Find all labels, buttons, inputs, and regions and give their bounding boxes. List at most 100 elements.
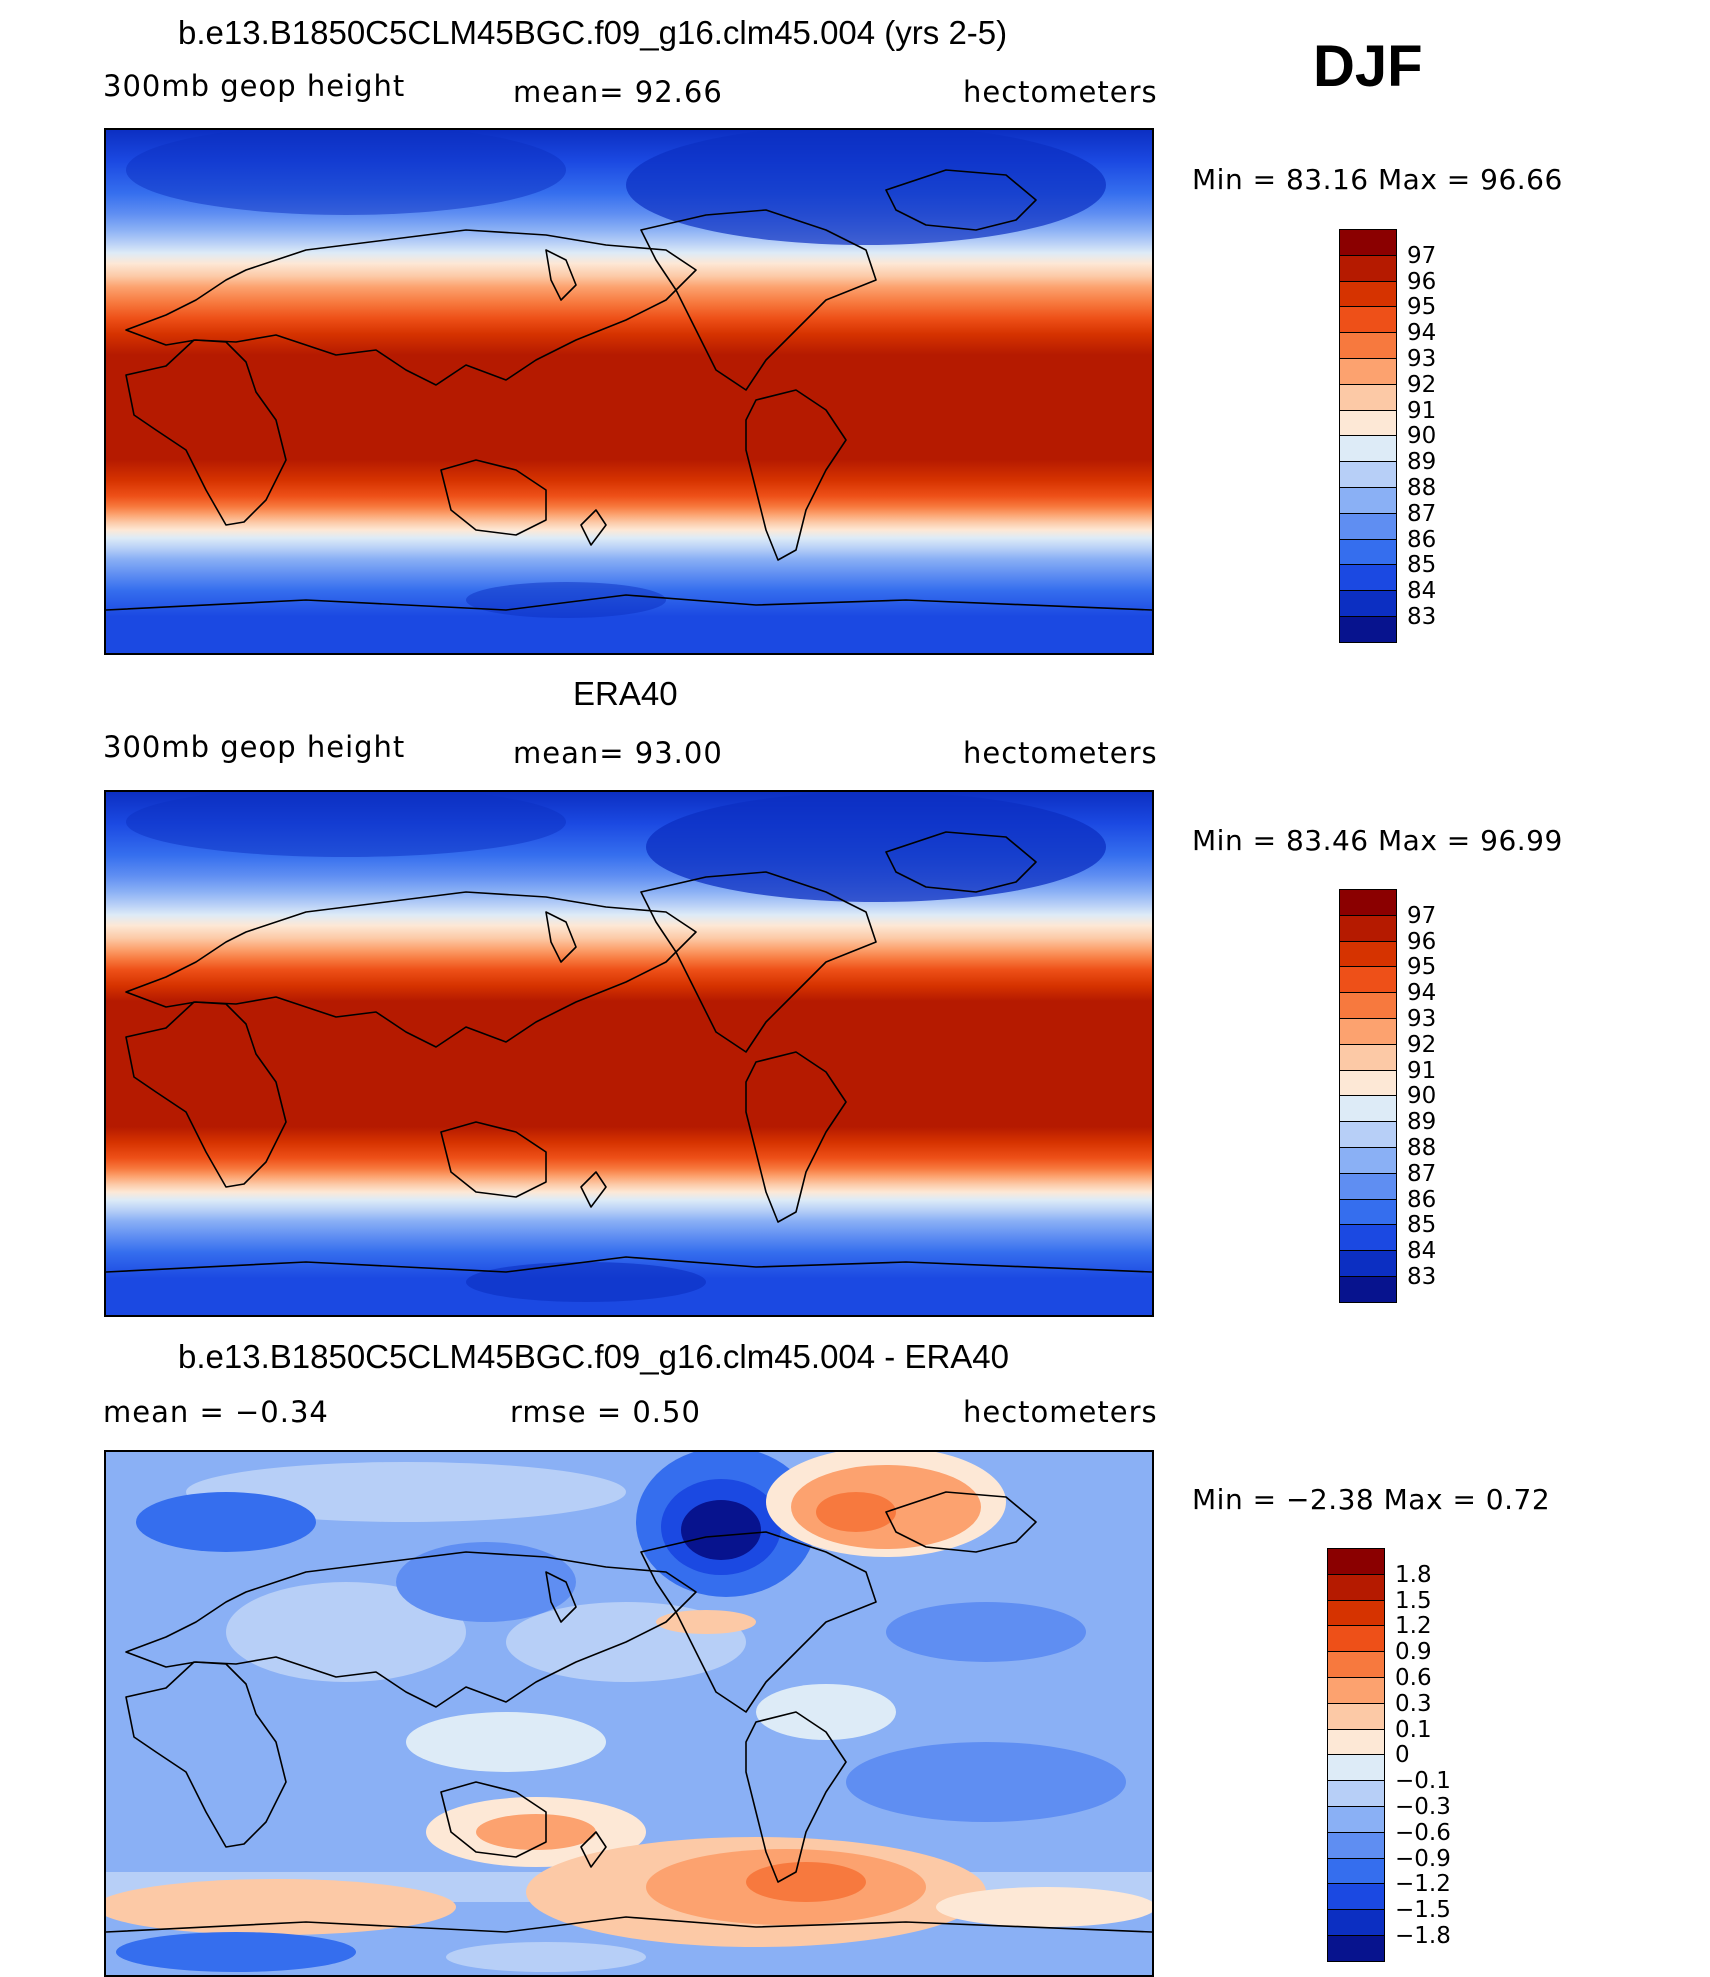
colorbar-swatch [1339,1276,1397,1303]
colorbar-tick-label: 93 [1407,346,1437,372]
colorbar-swatch [1339,1018,1397,1045]
colorbar-tick-label: 0.6 [1395,1665,1432,1691]
colorbar-tick-label: −0.1 [1395,1768,1451,1795]
colorbar-tick-label: 0.1 [1395,1716,1432,1743]
panel-2-map [104,790,1154,1317]
colorbar-tick-label: 89 [1407,449,1437,476]
colorbar-swatch [1327,1702,1385,1730]
colorbar-tick-label: −0.9 [1395,1845,1451,1872]
colorbar-swatch [1339,487,1397,514]
colorbar-swatch [1327,1728,1385,1756]
colorbar-swatch [1327,1883,1385,1911]
colorbar-swatch [1339,306,1397,334]
panel-3-rmse-label: rmse = 0.50 [510,1395,701,1429]
colorbar-swatch [1339,1095,1397,1123]
colorbar-tick-label: 85 [1407,552,1437,579]
colorbar-tick-label: 93 [1407,1006,1437,1032]
colorbar-tick-label: 83 [1407,604,1437,630]
colorbar-tick-label: −0.6 [1395,1819,1451,1846]
colorbar-swatch [1327,1909,1385,1936]
colorbar-swatch [1339,940,1397,968]
colorbar-swatch [1327,1651,1385,1678]
colorbar-tick-label: 91 [1407,1057,1437,1084]
colorbar-tick-label: 89 [1407,1109,1437,1136]
colorbar-swatch [1339,564,1397,592]
colorbar-tick-label: 90 [1407,1083,1437,1110]
colorbar-swatch [1339,254,1397,282]
colorbar-tick-label: 92 [1407,1031,1437,1058]
colorbar-swatch [1327,1857,1385,1885]
panel-1-title: b.e13.B1850C5CLM45BGC.f09_g16.clm45.004 … [178,14,1008,51]
colorbar-swatch [1327,1780,1385,1807]
colorbar-tick-label: 1.2 [1395,1613,1432,1640]
colorbar-swatch [1339,461,1397,488]
colorbar-swatch [1339,1043,1397,1071]
colorbar-swatch [1339,1172,1397,1200]
panel-1-units-label: hectometers [963,75,1158,109]
panel-1-colorbar: 97 96 95 94 93 92 91 90 89 88 87 86 85 84 83 [1339,229,1436,643]
colorbar-tick-label: −1.8 [1395,1923,1451,1949]
colorbar-tick-label: 86 [1407,1186,1437,1213]
panel-1-contour-field [106,130,1152,653]
panel-2-title: ERA40 [573,675,678,712]
colorbar-tick-label: 83 [1407,1264,1437,1290]
panel-3-colorbar: 1.8 1.5 1.2 0.9 0.6 0.3 0.1 0 −0.1 −0.3 −0.6 −0.9 −1… [1327,1548,1451,1962]
panel-1-map [104,128,1154,655]
colorbar-tick-label: 84 [1407,1238,1437,1265]
colorbar-tick-label: 85 [1407,1212,1437,1239]
colorbar-swatch [1339,332,1397,359]
colorbar-swatch [1339,1198,1397,1226]
panel-1-mean-label: mean= 92.66 [513,75,723,109]
colorbar-swatch [1327,1625,1385,1653]
colorbar-tick-label: −1.5 [1395,1897,1451,1924]
panel-2-colorbar: 97 96 95 94 93 92 91 90 89 88 87 86 85 84 83 [1339,889,1436,1303]
colorbar-tick-label: 97 [1407,902,1437,929]
colorbar-swatch [1327,1831,1385,1859]
colorbar-swatch [1339,616,1397,643]
colorbar-swatch [1327,1573,1385,1601]
colorbar-tick-label: 84 [1407,578,1437,605]
colorbar-swatch [1339,1224,1397,1252]
colorbar-swatch [1327,1548,1385,1575]
colorbar-swatch [1339,280,1397,308]
colorbar-swatch [1339,383,1397,411]
panel-2-minmax: Min = 83.46 Max = 96.99 [1192,824,1563,857]
colorbar-swatch [1327,1599,1385,1627]
colorbar-tick-label: −0.3 [1395,1794,1451,1820]
colorbar-tick-label: 97 [1407,242,1437,269]
panel-1-variable-label: 300mb geop height [103,69,406,103]
colorbar-swatch [1339,1069,1397,1097]
colorbar-tick-label: −1.2 [1395,1871,1451,1898]
colorbar-swatch [1339,409,1397,437]
colorbar-tick-label: 0.9 [1395,1639,1432,1666]
colorbar-swatch [1327,1935,1385,1962]
colorbar-tick-label: 86 [1407,526,1437,553]
colorbar-swatch [1327,1677,1385,1704]
colorbar-tick-label: 87 [1407,1160,1437,1187]
colorbar-tick-label: 92 [1407,371,1437,398]
panel-1-minmax: Min = 83.16 Max = 96.66 [1192,163,1563,196]
colorbar-swatch [1339,538,1397,566]
colorbar-swatch [1339,590,1397,617]
colorbar-tick-label: 87 [1407,500,1437,527]
colorbar-swatch [1339,889,1397,916]
colorbar-tick-label: 94 [1407,320,1437,347]
season-label: DJF [1313,34,1423,99]
colorbar-swatch [1327,1754,1385,1782]
colorbar-tick-label: 88 [1407,475,1437,501]
colorbar-tick-label: 90 [1407,423,1437,450]
panel-3-contour-field [106,1452,1152,1975]
panel-2-units-label: hectometers [963,736,1158,770]
panel-2-mean-label: mean= 93.00 [513,736,723,770]
colorbar-swatch [1339,229,1397,256]
panel-3-title: b.e13.B1850C5CLM45BGC.f09_g16.clm45.004 … [178,1338,1010,1375]
panel-2-variable-label: 300mb geop height [103,730,406,764]
panel-3-mean-label: mean = −0.34 [103,1395,329,1429]
colorbar-tick-label: 95 [1407,954,1437,981]
colorbar-tick-label: 1.5 [1395,1587,1432,1614]
colorbar-swatch [1339,512,1397,540]
panel-3-minmax: Min = −2.38 Max = 0.72 [1192,1483,1551,1516]
colorbar-tick-label: 96 [1407,268,1437,295]
colorbar-tick-label: 96 [1407,928,1437,955]
colorbar-swatch [1339,1250,1397,1277]
